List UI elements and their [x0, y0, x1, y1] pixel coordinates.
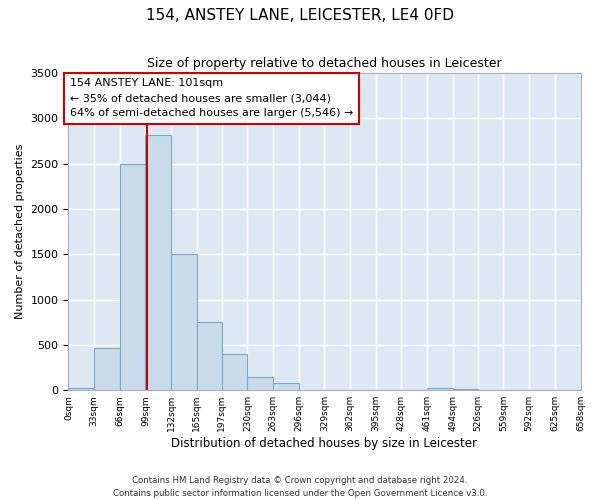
Title: Size of property relative to detached houses in Leicester: Size of property relative to detached ho…	[147, 58, 502, 70]
Y-axis label: Number of detached properties: Number of detached properties	[15, 144, 25, 320]
Bar	[247, 376, 273, 390]
Text: 154 ANSTEY LANE: 101sqm
← 35% of detached houses are smaller (3,044)
64% of semi: 154 ANSTEY LANE: 101sqm ← 35% of detache…	[70, 78, 353, 118]
Bar	[222, 354, 247, 390]
Bar	[273, 384, 299, 390]
Text: Contains HM Land Registry data © Crown copyright and database right 2024.
Contai: Contains HM Land Registry data © Crown c…	[113, 476, 487, 498]
Bar	[453, 388, 478, 390]
Text: 154, ANSTEY LANE, LEICESTER, LE4 0FD: 154, ANSTEY LANE, LEICESTER, LE4 0FD	[146, 8, 454, 22]
Bar	[120, 164, 145, 390]
Bar	[427, 388, 453, 390]
Bar	[197, 322, 222, 390]
Bar	[94, 348, 120, 390]
Bar	[145, 134, 171, 390]
Bar	[68, 388, 94, 390]
Bar	[171, 254, 197, 390]
X-axis label: Distribution of detached houses by size in Leicester: Distribution of detached houses by size …	[172, 437, 478, 450]
